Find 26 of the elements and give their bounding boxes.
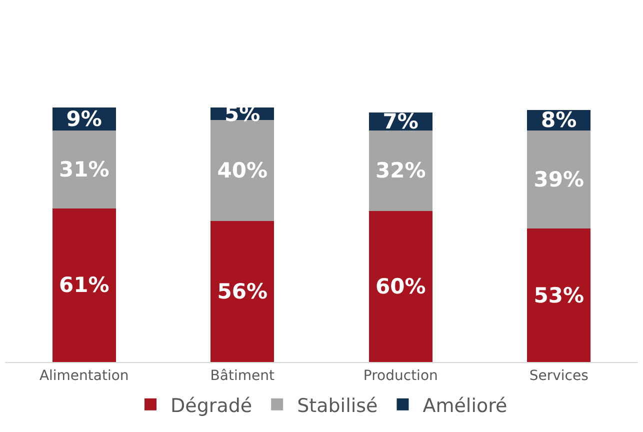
x-tick-label: Production — [363, 368, 438, 384]
data-label: 60% — [375, 274, 426, 298]
data-label: 40% — [217, 158, 268, 183]
bar — [527, 228, 591, 362]
bar — [210, 120, 274, 221]
bar — [527, 130, 591, 229]
bar — [210, 220, 274, 362]
data-label: 32% — [375, 158, 426, 183]
x-tick-label: Services — [529, 368, 588, 384]
bar — [52, 130, 116, 208]
data-label: 39% — [534, 167, 584, 192]
x-tick-label: Alimentation — [39, 368, 129, 384]
legend-label: Dégradé — [170, 394, 252, 417]
legend-label: Stabilisé — [297, 394, 378, 417]
data-label: 8% — [541, 108, 577, 132]
data-label: 53% — [534, 283, 584, 308]
data-label: 31% — [58, 157, 110, 182]
bar — [52, 208, 116, 362]
data-label: 61% — [58, 273, 110, 298]
data-label: 56% — [217, 279, 268, 304]
data-label: 9% — [66, 106, 102, 131]
data-label: 7% — [382, 109, 418, 134]
bar — [368, 210, 432, 362]
legend-label: Amélioré — [422, 394, 508, 417]
x-tick-label: Bâtiment — [210, 368, 275, 384]
bar — [368, 130, 432, 211]
